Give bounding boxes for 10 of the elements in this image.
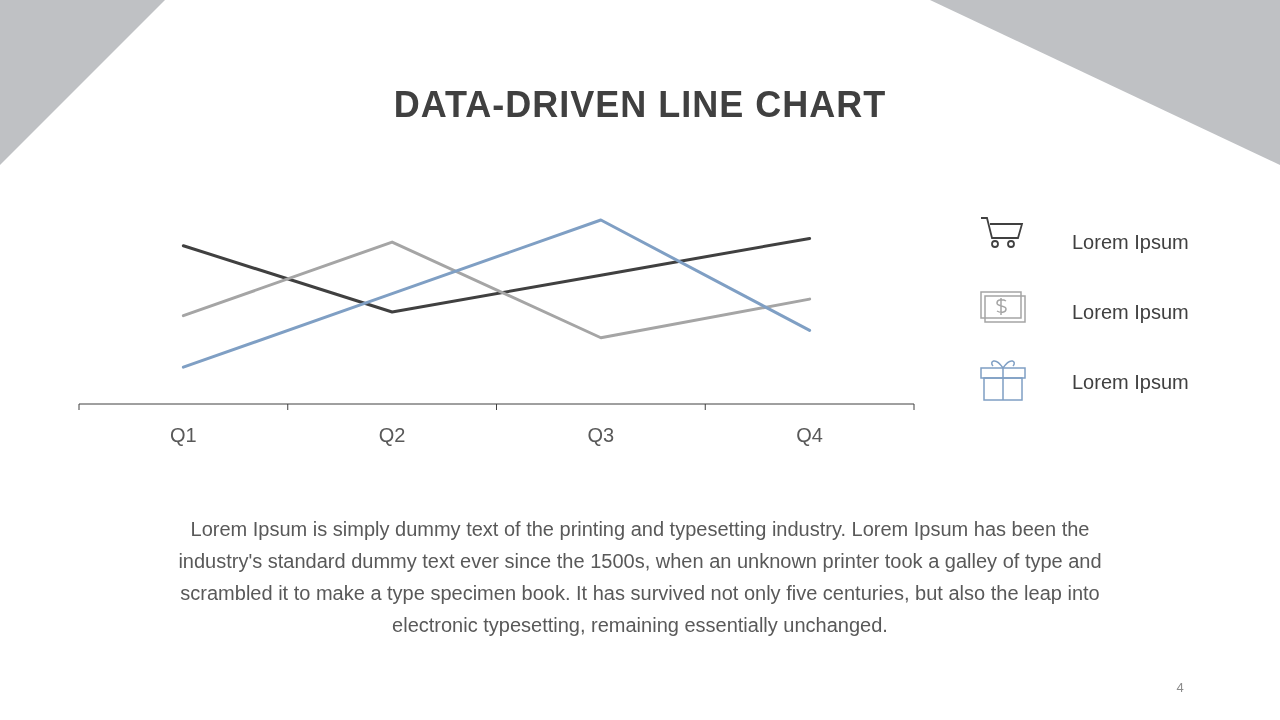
text: Lorem Ipsum	[1072, 231, 1189, 253]
legend-label: Lorem Ipsum	[1072, 301, 1189, 323]
chart-title: DATA-DRIVEN LINE CHART	[393, 84, 887, 125]
text: Lorem Ipsum is simply dummy text of the printing and typesetting industry. Lorem Ipsum has been the industry's standard dummy text ever since the 1500s, when an unknown printer took a galley of type and scrambled it to make a type specimen book. It has survived not only five centuries, but also the leap into electronic typesetting, remaining essentially unchanged.	[178, 518, 1102, 636]
legend-label: Lorem Ipsum	[1072, 371, 1189, 393]
x-tick-label: Q2	[378, 424, 406, 446]
text: 4	[1176, 680, 1184, 695]
x-tick-label: Q1	[170, 424, 197, 446]
x-tick-label: Q4	[796, 424, 823, 446]
x-tick-label: Q3	[587, 424, 615, 446]
